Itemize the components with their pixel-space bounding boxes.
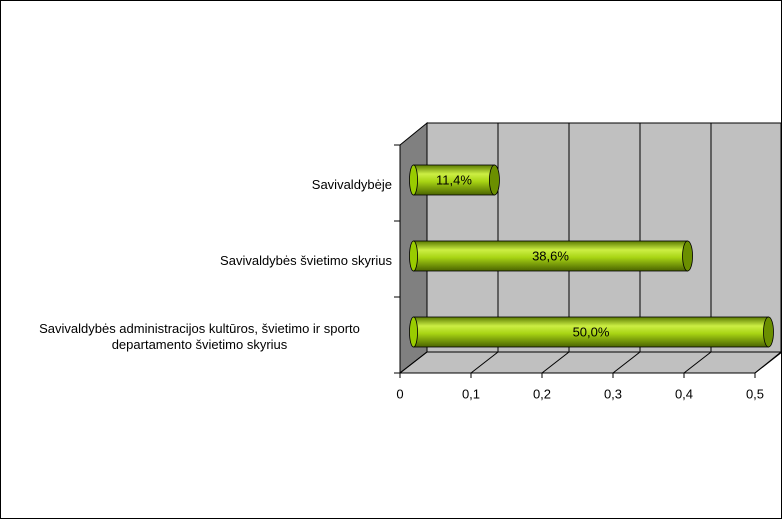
bar: [409, 316, 774, 348]
category-label-box: Savivaldybės administracijos kultūros, š…: [7, 321, 392, 353]
y-tick-label: Savivaldybėje: [311, 177, 392, 192]
grid-line: [683, 351, 712, 374]
grid-line: [399, 351, 428, 374]
y-tick-label: Savivaldybės administracijos kultūros, š…: [39, 321, 360, 352]
bar: [409, 164, 500, 196]
bar-start: [409, 164, 418, 196]
x-tick-label: 0,4: [675, 386, 693, 401]
grid-line: [754, 351, 782, 374]
x-tick-label: 0,3: [604, 386, 622, 401]
grid-line: [541, 351, 570, 374]
bar-cap: [682, 240, 693, 272]
bar-body: [413, 316, 769, 348]
x-tick-label: 0: [396, 386, 403, 401]
x-tick-label: 0,2: [533, 386, 551, 401]
bar: [409, 240, 693, 272]
bar-start: [409, 316, 418, 348]
y-tick-label: Savivaldybės švietimo skyrius: [220, 253, 392, 268]
x-tick-label: 0,1: [462, 386, 480, 401]
value-label: 38,6%: [532, 248, 569, 263]
floor: [398, 351, 782, 374]
value-label: 11,4%: [436, 172, 472, 187]
category-label-box: Savivaldybėje: [312, 177, 392, 193]
x-tick-label: 0,5: [746, 386, 764, 401]
bar-cap: [763, 316, 774, 348]
bar-body: [413, 240, 688, 272]
bar-cap: [489, 164, 500, 196]
value-label: 50,0%: [573, 324, 610, 339]
category-label-box: Savivaldybės švietimo skyrius: [220, 253, 392, 269]
grid-line: [470, 351, 499, 374]
grid-line: [612, 351, 641, 374]
bar-start: [409, 240, 418, 272]
